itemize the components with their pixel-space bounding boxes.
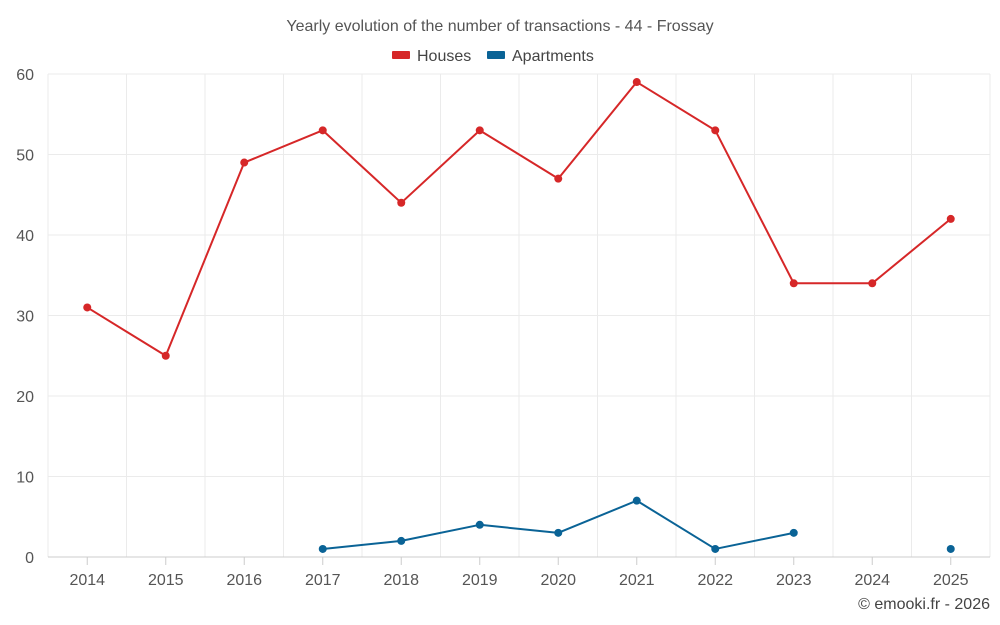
- axes: 0 10 20 30 40 50 60 2014 2015 2016 2017 2018 2019 202…: [16, 67, 990, 589]
- legend-label-houses: Houses: [417, 48, 471, 65]
- data-point-apartments-2025[interactable]: [946, 544, 955, 553]
- y-tick-label: 40: [16, 228, 34, 245]
- series-apartments: [318, 496, 955, 553]
- data-point-houses-2022[interactable]: [711, 126, 720, 135]
- x-tick-label: 2023: [776, 572, 812, 589]
- series: [83, 78, 955, 553]
- data-point-houses-2024[interactable]: [868, 279, 877, 288]
- data-point-houses-2014[interactable]: [83, 303, 92, 312]
- legend: Houses Apartments: [392, 48, 594, 65]
- data-point-houses-2023[interactable]: [789, 279, 798, 288]
- y-tick-label: 30: [16, 309, 34, 326]
- y-tick-label: 60: [16, 67, 34, 84]
- data-point-apartments-2021[interactable]: [632, 496, 641, 505]
- legend-swatch-apartments: [487, 51, 505, 59]
- data-point-houses-2017[interactable]: [318, 126, 327, 135]
- data-point-apartments-2017[interactable]: [318, 544, 327, 553]
- data-point-apartments-2019[interactable]: [475, 520, 484, 529]
- x-tick-label: 2025: [933, 572, 969, 589]
- x-tick-label: 2014: [69, 572, 105, 589]
- x-tick-label: 2020: [540, 572, 576, 589]
- x-tick-label: 2021: [619, 572, 655, 589]
- data-point-houses-2019[interactable]: [475, 126, 484, 135]
- data-point-apartments-2022[interactable]: [711, 544, 720, 553]
- series-line-houses: [86, 81, 952, 357]
- y-tick-label: 0: [25, 550, 34, 567]
- y-tick-label: 20: [16, 389, 34, 406]
- x-tick-label: 2018: [383, 572, 419, 589]
- data-point-houses-2016[interactable]: [240, 158, 249, 167]
- legend-label-apartments: Apartments: [512, 48, 594, 65]
- data-point-houses-2015[interactable]: [161, 351, 170, 360]
- y-tick-label: 10: [16, 470, 34, 487]
- data-point-houses-2018[interactable]: [397, 198, 406, 207]
- grid: [47, 73, 991, 557]
- x-tick-label: 2015: [148, 572, 184, 589]
- data-point-houses-2025[interactable]: [946, 214, 955, 223]
- data-point-houses-2021[interactable]: [632, 78, 641, 87]
- x-tick-label: 2024: [854, 572, 890, 589]
- data-point-houses-2020[interactable]: [554, 174, 563, 183]
- data-point-apartments-2023[interactable]: [789, 528, 798, 537]
- data-point-apartments-2020[interactable]: [554, 528, 563, 537]
- credit-text: © emooki.fr - 2026: [858, 596, 990, 613]
- series-line-apartments: [322, 499, 794, 550]
- x-tick-label: 2022: [697, 572, 733, 589]
- series-houses: [83, 78, 955, 360]
- legend-swatch-houses: [392, 51, 410, 59]
- chart-title: Yearly evolution of the number of transa…: [286, 18, 713, 35]
- data-point-apartments-2018[interactable]: [397, 536, 406, 545]
- y-tick-label: 50: [16, 148, 34, 165]
- x-tick-label: 2019: [462, 572, 498, 589]
- x-tick-label: 2017: [305, 572, 341, 589]
- x-tick-label: 2016: [226, 572, 262, 589]
